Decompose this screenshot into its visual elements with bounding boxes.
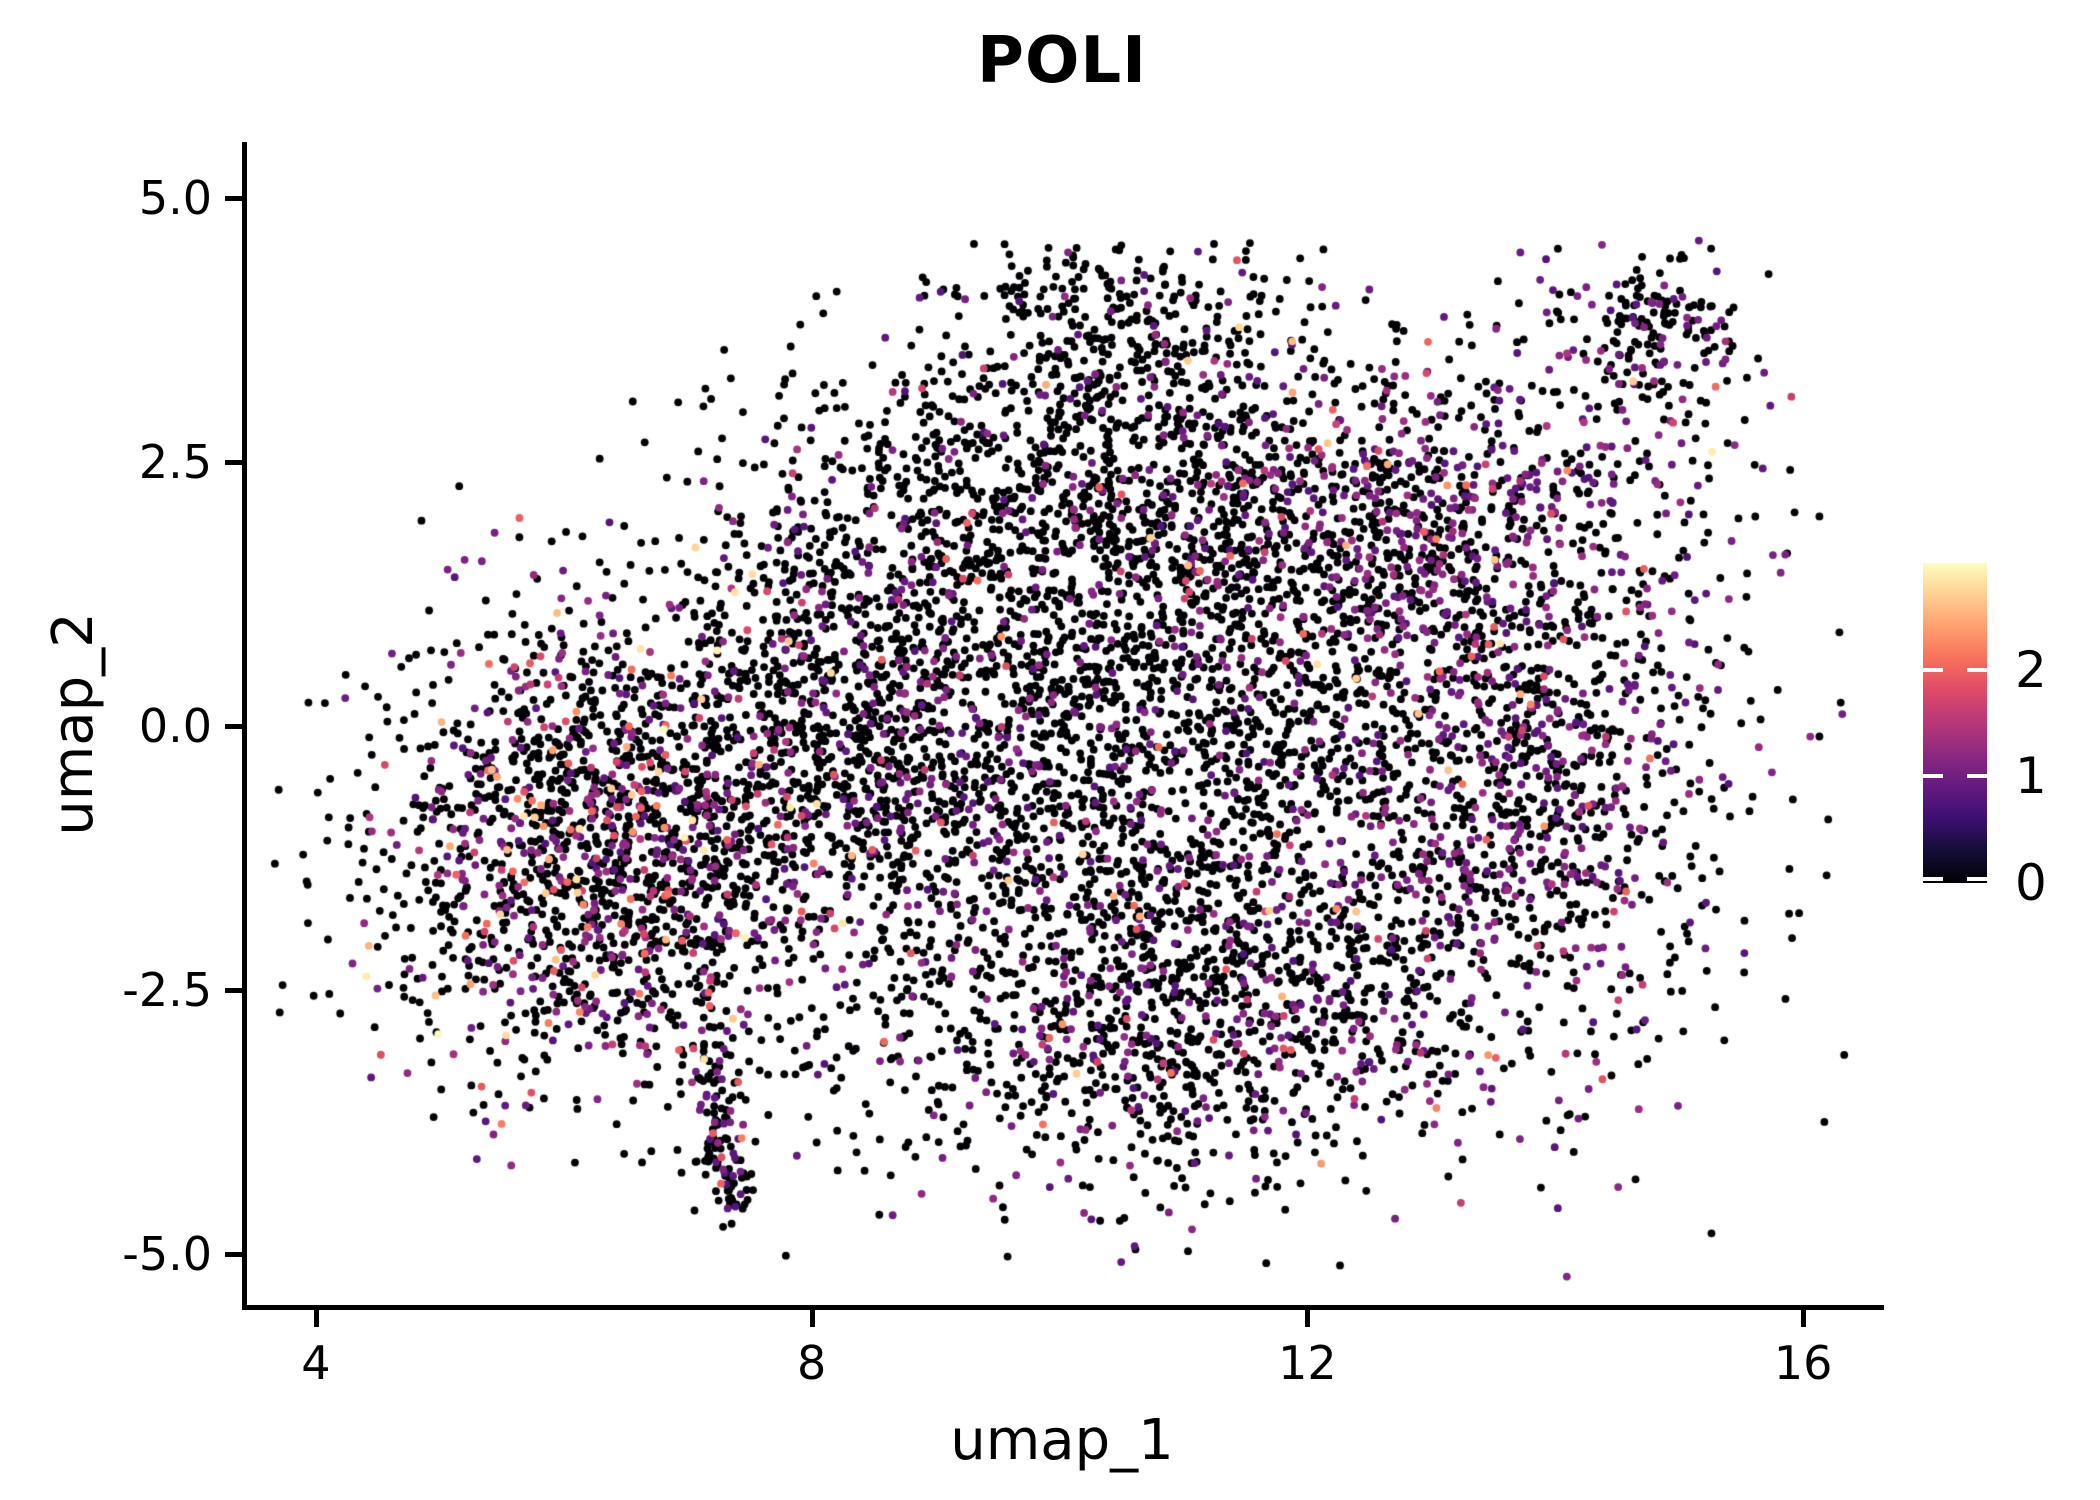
plot-title: POLI (977, 24, 1147, 98)
y-tick-mark (225, 1252, 242, 1258)
colorbar-tick-mark (1967, 774, 1987, 779)
y-axis-label: umap_2 (41, 612, 106, 836)
x-axis-line (242, 1305, 1884, 1310)
y-tick-mark (225, 724, 242, 730)
y-tick-label: -5.0 (122, 1227, 212, 1282)
y-tick-mark (225, 460, 242, 466)
colorbar-tick-mark (1923, 667, 1943, 672)
colorbar-tick-label: 1 (2015, 747, 2047, 806)
x-tick-label: 12 (1278, 1336, 1337, 1390)
y-tick-label: 2.5 (138, 435, 212, 490)
x-tick-mark (1801, 1310, 1807, 1327)
x-tick-label: 8 (797, 1336, 827, 1390)
x-tick-label: 4 (301, 1336, 331, 1390)
colorbar-tick-mark (1967, 667, 1987, 672)
colorbar: 0 1 2 (1923, 563, 2047, 912)
colorbar-tick-mark (1923, 774, 1943, 779)
x-tick-mark (313, 1310, 319, 1327)
y-tick-mark (225, 988, 242, 994)
y-tick-label: 0.0 (138, 699, 212, 754)
colorbar-tick-mark (1923, 877, 1943, 881)
y-tick-label: -2.5 (122, 963, 212, 1018)
colorbar-tick-label: 2 (2015, 640, 2047, 699)
colorbar-tick-mark (1967, 877, 1987, 881)
x-tick-mark (809, 1310, 815, 1327)
colorbar-tick-label: 0 (2015, 854, 2047, 912)
x-tick-mark (1305, 1310, 1311, 1327)
colorbar-gradient (1923, 563, 1987, 883)
y-tick-mark (225, 195, 242, 201)
y-axis-line (242, 142, 247, 1310)
x-tick-label: 16 (1773, 1336, 1833, 1390)
x-axis-label: umap_1 (950, 1408, 1174, 1473)
y-tick-label: 5.0 (138, 170, 212, 225)
